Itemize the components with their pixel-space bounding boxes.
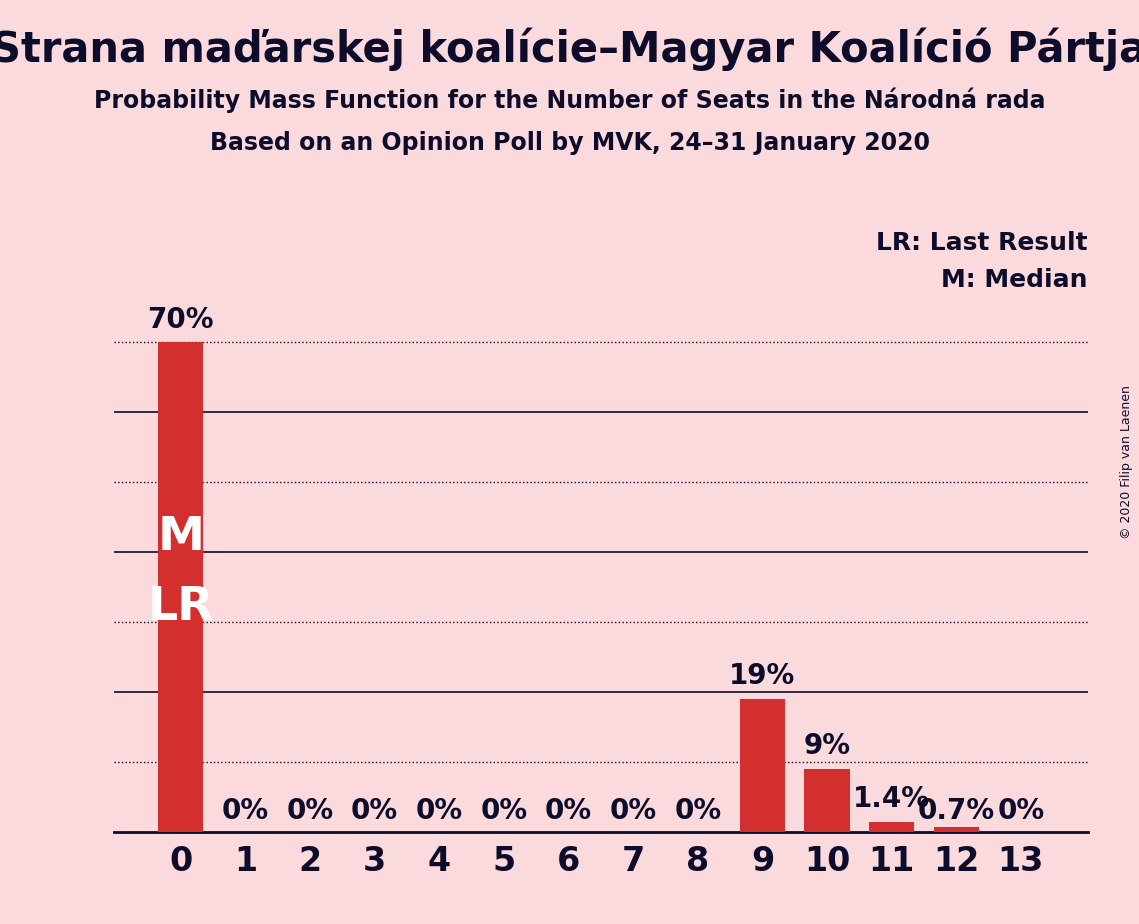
Bar: [934, 827, 978, 832]
Text: LR: Last Result: LR: Last Result: [876, 231, 1088, 255]
Text: 0%: 0%: [351, 796, 399, 824]
Text: 1.4%: 1.4%: [853, 785, 931, 813]
Text: 0%: 0%: [674, 796, 721, 824]
Text: LR: LR: [147, 586, 214, 630]
Text: 0%: 0%: [609, 796, 657, 824]
Text: Strana maďarskej koalície–Magyar Koalíció Pártja: Strana maďarskej koalície–Magyar Koalíci…: [0, 28, 1139, 71]
Bar: [869, 821, 915, 832]
Text: 0%: 0%: [481, 796, 527, 824]
Bar: [158, 342, 204, 832]
Text: 70%: 70%: [148, 306, 214, 334]
Bar: [739, 699, 785, 832]
Bar: [804, 769, 850, 832]
Text: M: M: [157, 516, 204, 561]
Text: 0%: 0%: [544, 796, 592, 824]
Text: © 2020 Filip van Laenen: © 2020 Filip van Laenen: [1121, 385, 1133, 539]
Text: 0%: 0%: [416, 796, 462, 824]
Text: 19%: 19%: [729, 663, 795, 690]
Text: 0%: 0%: [998, 796, 1044, 824]
Text: M: Median: M: Median: [941, 268, 1088, 292]
Text: 0%: 0%: [222, 796, 269, 824]
Text: 9%: 9%: [803, 733, 851, 760]
Text: 0%: 0%: [287, 796, 334, 824]
Text: 0.7%: 0.7%: [918, 796, 994, 824]
Text: Probability Mass Function for the Number of Seats in the Národná rada: Probability Mass Function for the Number…: [93, 88, 1046, 114]
Text: Based on an Opinion Poll by MVK, 24–31 January 2020: Based on an Opinion Poll by MVK, 24–31 J…: [210, 131, 929, 155]
